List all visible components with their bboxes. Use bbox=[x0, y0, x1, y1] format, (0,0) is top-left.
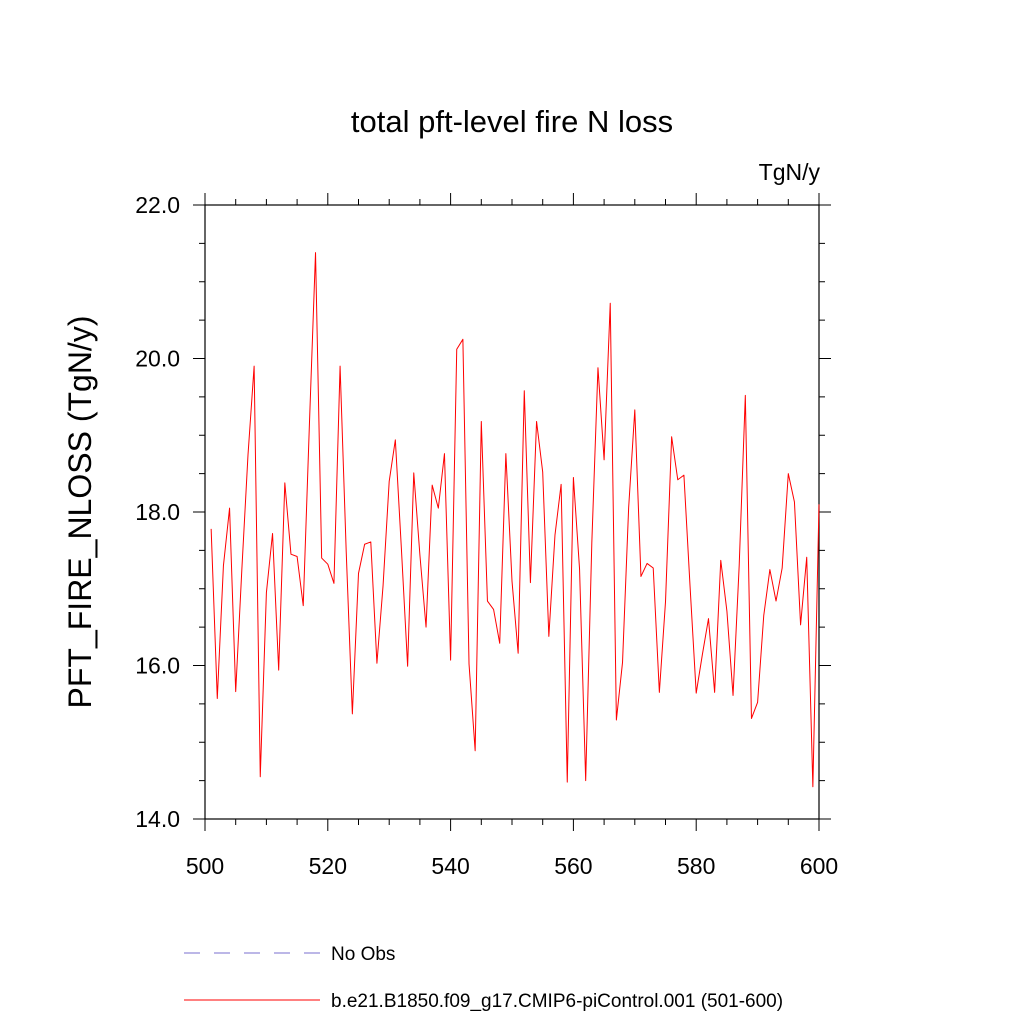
plot-frame bbox=[204, 204, 820, 820]
legend-no-obs-label: No Obs bbox=[331, 944, 395, 965]
data-series-line bbox=[210, 252, 820, 788]
x-tick-label: 560 bbox=[554, 853, 592, 879]
units-label: TgN/y bbox=[759, 159, 821, 185]
y-tick-label: 20.0 bbox=[135, 346, 180, 372]
x-tick-label: 500 bbox=[186, 853, 224, 879]
y-tick-label: 14.0 bbox=[135, 806, 180, 832]
x-tick-label: 580 bbox=[677, 853, 715, 879]
y-tick-label: 18.0 bbox=[135, 499, 180, 525]
y-tick-label: 16.0 bbox=[135, 653, 180, 679]
x-tick-label: 600 bbox=[800, 853, 838, 879]
legend: No Obs b.e21.B1850.f09_g17.CMIP6-piContr… bbox=[184, 944, 783, 1012]
legend-model-label: b.e21.B1850.f09_g17.CMIP6-piControl.001 … bbox=[331, 991, 783, 1012]
x-tick-label: 540 bbox=[431, 853, 469, 879]
chart-title: total pft-level fire N loss bbox=[351, 104, 673, 139]
axis-ticks: 500 520 540 560 580 600 14.0 16.0 18.0 20.0 22.0 bbox=[135, 192, 838, 879]
y-tick-label: 22.0 bbox=[135, 192, 180, 218]
y-axis-label: PFT_FIRE_NLOSS (TgN/y) bbox=[62, 316, 98, 709]
x-tick-label: 520 bbox=[309, 853, 347, 879]
